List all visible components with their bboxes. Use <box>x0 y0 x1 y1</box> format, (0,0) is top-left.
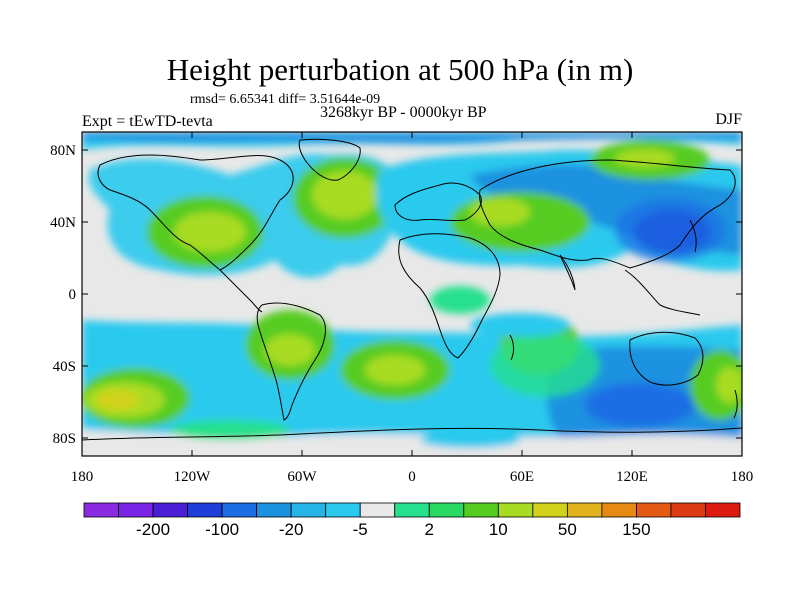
colorbar-label: -20 <box>279 520 304 539</box>
coast-africa <box>398 233 501 359</box>
colorbar-swatch <box>705 502 741 518</box>
colorbar: -200 -100 -20 -5 2 10 50 150 <box>83 502 741 539</box>
colorbar-label: -5 <box>353 520 368 539</box>
field-patch-sam-yellow <box>265 334 315 366</box>
latitude-axis: 80N 40N 0 40S 80S <box>50 143 742 447</box>
coast-india <box>559 254 576 291</box>
lon-tick-label: 60E <box>510 469 534 485</box>
coast-greenland <box>298 138 361 181</box>
field-patch-siberia-yellow <box>615 149 675 167</box>
coast-japan <box>689 219 697 253</box>
field-patch-japan-blue <box>615 198 725 262</box>
colorbar-swatch <box>290 502 327 518</box>
coast-asia <box>479 159 736 269</box>
colorbar-swatch <box>566 502 603 518</box>
colorbar-swatch <box>359 502 396 518</box>
colorbar-swatch <box>152 502 188 518</box>
colorbar-swatch <box>394 502 430 518</box>
colorbar-label: 50 <box>558 520 577 539</box>
coast-madagascar <box>509 334 514 361</box>
field-patch-atl-yellow2 <box>312 171 378 219</box>
lat-tick-label: 0 <box>69 287 77 303</box>
colorbar-label: 2 <box>425 520 434 539</box>
coast-south-america <box>256 302 326 421</box>
period-text: 3268kyr BP - 0000kyr BP <box>320 104 487 121</box>
lon-tick-label: 120E <box>616 469 648 485</box>
field-patch-trop-cyan <box>470 313 570 337</box>
colorbar-label: -100 <box>205 520 239 539</box>
field-patch-sh-deepblue <box>585 383 695 427</box>
field-patch-nam-yellow2 <box>174 212 246 252</box>
coastlines <box>82 138 742 441</box>
map-title: Height perturbation at 500 hPa (in m) <box>166 52 634 87</box>
colorbar-label: 10 <box>489 520 508 539</box>
coast-europe <box>394 182 482 222</box>
coast-north-america <box>97 154 294 271</box>
colorbar-swatch <box>187 502 223 518</box>
coast-antarctica <box>82 427 742 441</box>
colorbar-swatch <box>601 502 637 518</box>
rmsd-diff-text: rmsd= 6.65341 diff= 3.51644e-09 <box>190 92 381 107</box>
lat-tick-label: 40S <box>53 359 76 375</box>
colorbar-swatch <box>325 502 361 518</box>
colorbar-swatch <box>636 502 672 518</box>
colorbar-swatch <box>83 502 119 518</box>
field-patch-satl-yellow <box>365 355 425 385</box>
lon-tick-label: 0 <box>408 469 416 485</box>
lon-tick-label: 60W <box>287 469 317 485</box>
lat-tick-label: 80S <box>53 431 76 447</box>
field-patch-asia-yellow <box>470 198 530 226</box>
lon-tick-label: 120W <box>174 469 212 485</box>
field-patch-antarctic-green <box>170 420 290 440</box>
colorbar-swatch <box>497 502 534 518</box>
colorbar-label: 150 <box>622 520 650 539</box>
field-patch-antarctic <box>82 430 742 456</box>
colorbar-swatch <box>118 502 154 518</box>
season-label: DJF <box>715 111 742 128</box>
colorbar-swatch <box>463 502 499 518</box>
coast-australia <box>629 331 704 386</box>
colorbar-swatch <box>256 502 292 518</box>
lon-tick-label: 180 <box>71 469 94 485</box>
field-patch-trop-green <box>430 286 490 314</box>
lat-tick-label: 80N <box>50 143 76 159</box>
colorbar-swatch <box>221 502 258 518</box>
lat-tick-label: 40N <box>50 215 76 231</box>
height-perturbation-field <box>82 132 742 456</box>
field-patch-ei-yellow <box>716 367 742 403</box>
lon-tick-label: 180 <box>731 469 754 485</box>
coast-southeast-asia <box>624 269 701 316</box>
experiment-label: Expt = tEwTD-tevta <box>82 113 213 130</box>
colorbar-swatch <box>532 502 568 518</box>
field-patch-antarctic-cyan <box>420 432 520 448</box>
colorbar-swatch <box>428 502 465 518</box>
field-patch-sp-gold <box>96 390 140 410</box>
field-patch-io-green-light <box>490 333 600 397</box>
coast-nz <box>733 389 738 419</box>
longitude-axis: 180 120W 60W 0 60E 120E 180 <box>71 132 754 485</box>
colorbar-swatch <box>670 502 706 518</box>
colorbar-label: -200 <box>136 520 170 539</box>
